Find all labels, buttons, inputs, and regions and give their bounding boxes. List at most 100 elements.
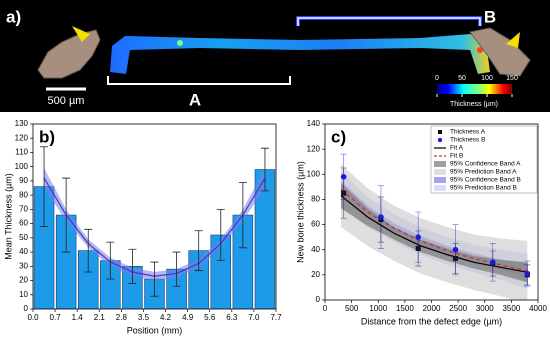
fit-line [340,195,528,273]
y-tick-label: 20 [311,270,320,279]
bracket-b [297,17,481,26]
error-bar [260,147,269,192]
y-tick-label: 90 [19,176,28,185]
bone-fragment-right [469,27,531,77]
x-tick-label: 2.8 [116,313,128,322]
y-tick-label: 40 [19,247,28,256]
panel-label: c) [331,127,346,146]
x-tick-label: 2.1 [94,313,106,322]
plot-area [33,146,276,309]
legend-box [430,125,538,194]
y-tick-label: 120 [15,133,29,142]
error-bar [40,146,49,227]
x-tick-label: 0.0 [27,313,39,322]
legend-marker [438,130,442,134]
x-axis-label: Position (mm) [127,325,183,335]
y-tick-label: 140 [307,119,321,128]
x-tick-label: 7.7 [270,313,282,322]
y-tick-label: 80 [19,190,28,199]
y-tick-label: 20 [19,276,28,285]
point [415,234,421,240]
error-bar [194,230,203,271]
y-axis-label: Mean Thickness (µm) [3,173,13,260]
x-tick-label: 1.4 [72,313,84,322]
legend-label: Thickness A [450,129,486,136]
arrow-right [506,32,520,48]
x-tick-label: 5.6 [204,313,216,322]
y-tick-label: 40 [311,245,320,254]
x-tick-label: 7.0 [248,313,260,322]
thickness-map [110,34,490,74]
x-tick-label: 1000 [369,304,387,313]
point [378,214,384,220]
y-tick-label: 10 [19,290,28,299]
legend-label: Thickness B [450,137,485,144]
y-tick-label: 130 [15,119,29,128]
point [452,246,459,253]
legend-marker [434,169,446,175]
y-tick-label: 0 [316,295,321,304]
y-tick-label: 0 [24,304,29,313]
colorbar-label: Thickness (µm) [450,101,498,108]
error-bar [172,251,181,287]
y-tick-label: 70 [19,204,28,213]
y-tick-label: 100 [15,162,29,171]
x-tick-label: 0 [323,304,328,313]
legend-label: 95% Confidence Band A [450,161,521,168]
colorbar-tick-label: 50 [458,75,466,82]
x-tick-label: 6.3 [226,313,238,322]
x-tick-label: 1500 [396,304,414,313]
colorbar-tick-label: 0 [435,75,439,82]
axes-frame [32,123,277,310]
legend-label: 95% Prediction Band A [450,169,517,176]
point [524,270,531,277]
legend-marker [437,137,443,143]
error-bar [150,261,159,297]
hotspot [177,40,183,46]
colorbar-tick-label: 100 [481,75,493,82]
error-bar [216,208,225,262]
bone-fragment-left [37,29,101,79]
x-tick-label: 4000 [529,304,547,313]
x-tick-label: 2500 [449,304,467,313]
x-tick-label: 3.5 [138,313,150,322]
x-tick-label: 4.9 [182,313,194,322]
y-tick-label: 100 [307,169,321,178]
scale-label: 500 µm [48,95,85,107]
hotspot [477,47,483,53]
legend-label: Fit A [450,145,464,152]
y-tick-label: 60 [311,220,320,229]
x-tick-label: 2000 [423,304,441,313]
error-bar [238,181,247,249]
panel-label: b) [39,127,55,146]
plot-area [340,153,531,300]
y-tick-label: 120 [307,144,321,153]
bracket-a [107,76,291,85]
y-tick-label: 30 [19,261,28,270]
colorbar [437,84,512,94]
legend-marker [434,161,446,167]
error-bar [106,241,115,280]
point [340,174,347,180]
y-tick-label: 50 [19,233,28,242]
label-a: A [189,90,201,109]
legend-marker [434,177,446,183]
legend-label: Fit B [450,153,463,160]
colorbar-tick-label: 150 [506,75,518,82]
x-tick-label: 3500 [502,304,520,313]
x-axis-label: Distance from the defect edge (µm) [361,316,502,326]
error-bar [128,248,137,284]
panel-label: a) [6,7,21,26]
y-axis-label: New bone thickness (µm) [295,161,305,263]
confidence-band [340,183,528,283]
y-tick-label: 110 [15,148,28,157]
x-tick-label: 4.2 [160,313,172,322]
legend-marker [434,185,446,191]
error-bar [62,177,71,253]
legend-label: 95% Prediction Band B [450,185,517,192]
y-tick-label: 80 [311,195,320,204]
error-bar [84,228,93,273]
label-b: B [484,7,496,26]
y-tick-label: 60 [19,219,28,228]
